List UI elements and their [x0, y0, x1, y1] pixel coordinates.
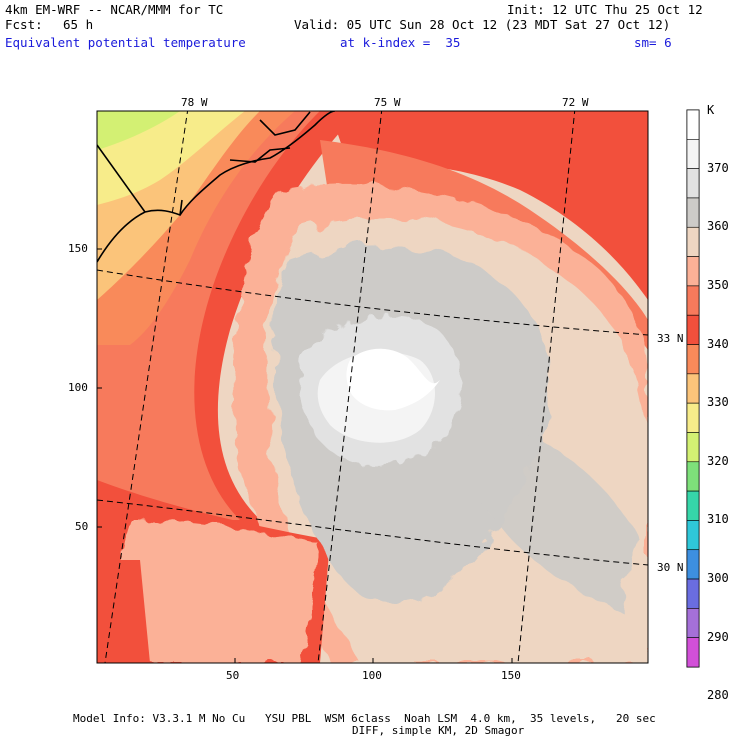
level-info: at k-index = 35 [340, 35, 461, 50]
colorbar-cell [686, 578, 700, 609]
lat-label-30n: 30 N [657, 561, 684, 574]
colorbar-cell [686, 285, 700, 316]
x-tick-150: 150 [501, 669, 521, 682]
y-tick-100: 100 [68, 381, 88, 394]
colorbar-cell [686, 109, 700, 140]
y-tick-50: 50 [75, 520, 89, 533]
colorbar-cell [686, 490, 700, 521]
forecast-label: Fcst: [5, 17, 43, 32]
colorbar-level-label: 310 [707, 512, 729, 527]
colorbar-cell [686, 608, 700, 638]
colorbar-cell [686, 226, 700, 257]
valid-time: Valid: 05 UTC Sun 28 Oct 12 (23 MDT Sat … [294, 17, 671, 32]
colorbar-cell [686, 520, 700, 551]
colorbar-cell [686, 432, 700, 463]
colorbar-level-label: 370 [707, 160, 729, 175]
colorbar-unit: K [707, 103, 715, 117]
colorbar-level-label: 300 [707, 571, 729, 586]
colorbar-cell [686, 402, 700, 433]
axis-ticks [97, 248, 513, 663]
colorbar-cell [686, 344, 700, 375]
forecast-hour: 65 h [63, 17, 94, 32]
colorbar-level-label: 360 [707, 219, 729, 234]
x-tick-50: 50 [226, 669, 240, 682]
colorbar-cells [686, 109, 700, 668]
coastline [97, 111, 336, 263]
colorbar-cell [686, 139, 700, 169]
y-tick-150: 150 [68, 242, 88, 255]
colorbar-cell [686, 373, 700, 404]
colorbar-level-label: 340 [707, 336, 729, 351]
colorbar-cell [686, 549, 700, 580]
colorbar-level-label: 350 [707, 277, 729, 292]
colorbar-cell [686, 637, 700, 668]
lon-label-75w: 75 W [374, 96, 401, 109]
x-tick-100: 100 [362, 669, 382, 682]
colorbar-cell [686, 314, 700, 345]
colorbar-level-label: 320 [707, 453, 729, 468]
colorbar-cell [686, 197, 700, 228]
init-time: Init: 12 UTC Thu 25 Oct 12 [507, 2, 703, 17]
lat-label-33n: 33 N [657, 332, 684, 345]
colorbar-cell [686, 461, 700, 492]
lon-label-72w: 72 W [562, 96, 589, 109]
smoothing-info: sm= 6 [634, 35, 672, 50]
lon-label-78w: 78 W [181, 96, 208, 109]
colorbar-level-label: 290 [707, 629, 729, 644]
colorbar-level-label: 330 [707, 395, 729, 410]
colorbar-cell [686, 256, 700, 287]
footer-diffusion: DIFF, simple KM, 2D Smagor [352, 724, 525, 737]
theta-e-field [97, 111, 648, 663]
field-name: Equivalent potential temperature [5, 35, 246, 50]
model-title: 4km EM-WRF -- NCAR/MMM for TC [5, 2, 224, 17]
colorbar-cell [686, 168, 700, 199]
footer-model-info: Model Info: V3.3.1 M No Cu YSU PBL WSM 6… [73, 712, 656, 725]
colorbar-level-label: 280 [707, 688, 729, 703]
lat-lon-grid [97, 111, 648, 663]
